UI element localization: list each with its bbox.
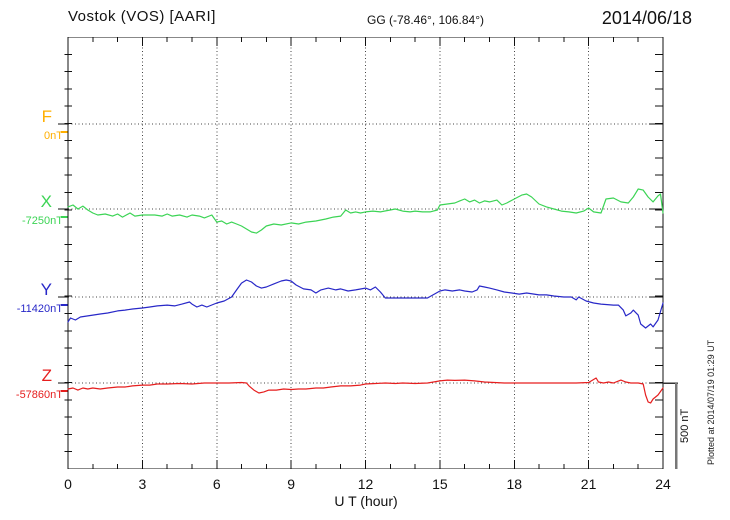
component-label-y: Y [40,280,52,299]
component-label-x: X [40,192,52,211]
trace-z [67,377,664,404]
x-tick-12: 12 [357,476,374,492]
x-tick-15: 15 [432,476,448,492]
component-label-z: Z [41,366,52,385]
plot-date: 2014/06/18 [601,8,692,28]
geographic-coordinates: GG (-78.46°, 106.84°) [367,13,484,27]
component-baseline-z: -57860nT [15,389,63,401]
trace-x [67,188,664,234]
x-tick-24: 24 [655,476,671,492]
plot-area [58,37,678,469]
station-title: Vostok (VOS) [AARI] [68,8,216,25]
x-tick-0: 0 [64,476,72,492]
component-baseline-f: 0nT [44,130,63,142]
x-tick-18: 18 [506,476,523,492]
component-baseline-x: -7250nT [22,215,63,227]
x-tick-6: 6 [212,476,221,492]
component-baseline-y: -11420nT [16,303,63,315]
x-tick-21: 21 [580,476,597,492]
component-label-f: F [41,107,52,126]
scale-bar-label: 500 nT [679,408,691,444]
x-axis-label: U T (hour) [334,493,398,509]
plot-frame [67,37,664,469]
x-tick-3: 3 [138,476,147,492]
x-tick-9: 9 [287,476,295,492]
trace-y [67,279,664,329]
plotted-at-note: Plotted at 2014/07/19 01:29 UT [706,339,716,465]
